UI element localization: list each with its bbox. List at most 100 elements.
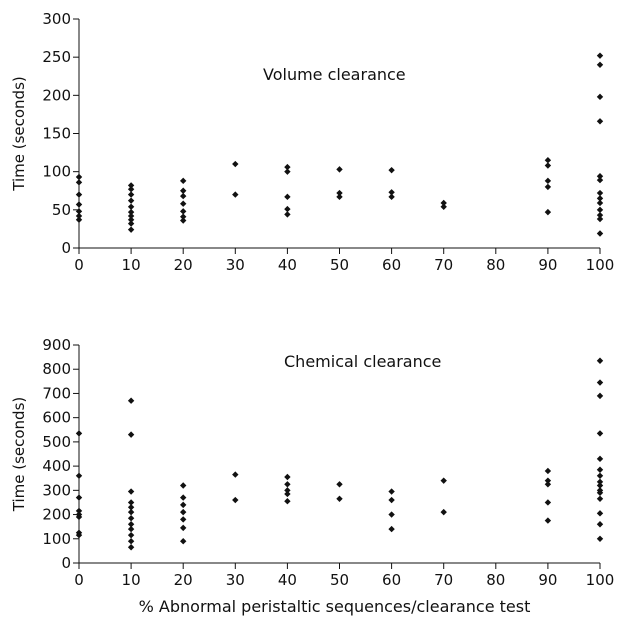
data-point bbox=[336, 481, 343, 488]
data-point bbox=[284, 473, 291, 481]
data-point bbox=[596, 478, 604, 486]
data-point bbox=[75, 208, 83, 215]
x-tick-label: 80 bbox=[486, 571, 505, 589]
y-tick-label: 200 bbox=[42, 506, 71, 524]
data-point bbox=[544, 162, 552, 169]
data-point bbox=[596, 495, 604, 503]
data-point bbox=[127, 504, 135, 511]
data-point bbox=[180, 494, 187, 501]
data-point bbox=[180, 501, 187, 509]
x-tick-label: 10 bbox=[122, 571, 141, 589]
x-tick-label: 70 bbox=[434, 256, 453, 274]
data-point bbox=[75, 507, 83, 515]
data-point bbox=[596, 61, 604, 68]
data-point bbox=[596, 379, 604, 386]
data-point bbox=[596, 206, 604, 214]
data-point bbox=[596, 176, 604, 184]
y-tick-label: 200 bbox=[42, 86, 71, 104]
data-point bbox=[127, 514, 135, 522]
data-point bbox=[596, 482, 604, 489]
x-tick-label: 20 bbox=[174, 571, 193, 589]
data-point bbox=[284, 487, 291, 494]
data-point bbox=[596, 455, 604, 463]
data-point bbox=[75, 201, 83, 208]
data-point bbox=[75, 173, 83, 181]
data-point bbox=[180, 482, 187, 489]
y-tick-label: 400 bbox=[42, 457, 71, 475]
data-point bbox=[75, 191, 83, 198]
x-tick-label: 60 bbox=[382, 571, 401, 589]
x-tick-label: 10 bbox=[122, 256, 141, 274]
data-point bbox=[127, 212, 135, 220]
data-point bbox=[284, 193, 291, 201]
data-point bbox=[127, 216, 135, 223]
data-point bbox=[440, 508, 447, 516]
data-point bbox=[75, 212, 83, 220]
x-tick-label: 50 bbox=[330, 571, 349, 589]
data-point bbox=[388, 189, 395, 196]
data-point bbox=[75, 513, 83, 521]
data-point bbox=[596, 189, 604, 197]
y-tick-label: 500 bbox=[42, 433, 71, 451]
y-tick-label: 50 bbox=[52, 201, 71, 219]
data-point bbox=[544, 481, 552, 488]
data-point bbox=[596, 173, 604, 180]
data-point bbox=[127, 499, 135, 506]
data-point bbox=[127, 521, 135, 528]
data-point bbox=[180, 508, 187, 516]
data-point bbox=[127, 431, 135, 438]
data-point bbox=[596, 430, 604, 437]
data-point bbox=[75, 531, 83, 539]
data-point bbox=[596, 466, 604, 473]
y-tick-label: 800 bbox=[42, 360, 71, 378]
data-point bbox=[180, 516, 187, 523]
data-point bbox=[180, 192, 187, 200]
data-point bbox=[284, 498, 291, 505]
data-point bbox=[544, 467, 552, 475]
data-point bbox=[127, 538, 135, 545]
y-tick-label: 300 bbox=[42, 481, 71, 499]
data-point bbox=[596, 195, 604, 202]
data-point bbox=[388, 193, 395, 201]
x-tick-label: 50 bbox=[330, 256, 349, 274]
data-point bbox=[180, 208, 187, 215]
data-point bbox=[127, 397, 135, 404]
data-point bbox=[388, 511, 395, 518]
y-tick-label: 150 bbox=[42, 125, 71, 143]
data-point bbox=[75, 494, 83, 501]
data-point bbox=[596, 93, 604, 101]
data-point bbox=[596, 52, 604, 59]
x-axis-label: % Abnormal peristaltic sequences/clearan… bbox=[139, 597, 531, 616]
x-tick-label: 20 bbox=[174, 256, 193, 274]
data-point bbox=[544, 208, 552, 216]
data-point bbox=[232, 496, 239, 504]
x-tick-label: 100 bbox=[586, 571, 615, 589]
data-point bbox=[180, 217, 187, 224]
data-point bbox=[596, 535, 604, 542]
data-point bbox=[180, 177, 187, 185]
x-tick-label: 0 bbox=[74, 256, 84, 274]
x-tick-label: 60 bbox=[382, 256, 401, 274]
data-point bbox=[544, 183, 552, 191]
x-tick-label: 70 bbox=[434, 571, 453, 589]
data-point bbox=[596, 211, 604, 219]
data-point bbox=[75, 472, 83, 479]
data-point bbox=[232, 471, 239, 478]
data-point bbox=[180, 213, 187, 220]
data-point bbox=[388, 488, 395, 495]
x-tick-label: 90 bbox=[538, 256, 557, 274]
data-point bbox=[127, 203, 135, 210]
data-point bbox=[180, 538, 187, 545]
data-point bbox=[232, 160, 239, 168]
y-tick-label: 700 bbox=[42, 384, 71, 402]
data-point bbox=[336, 495, 343, 503]
data-point bbox=[596, 392, 604, 400]
x-tick-label: 30 bbox=[226, 256, 245, 274]
data-point bbox=[180, 524, 187, 532]
y-tick-label: 100 bbox=[42, 163, 71, 181]
panel-annotation: Chemical clearance bbox=[284, 352, 441, 371]
data-point bbox=[596, 472, 604, 479]
data-point bbox=[596, 510, 604, 517]
x-tick-label: 0 bbox=[74, 571, 84, 589]
